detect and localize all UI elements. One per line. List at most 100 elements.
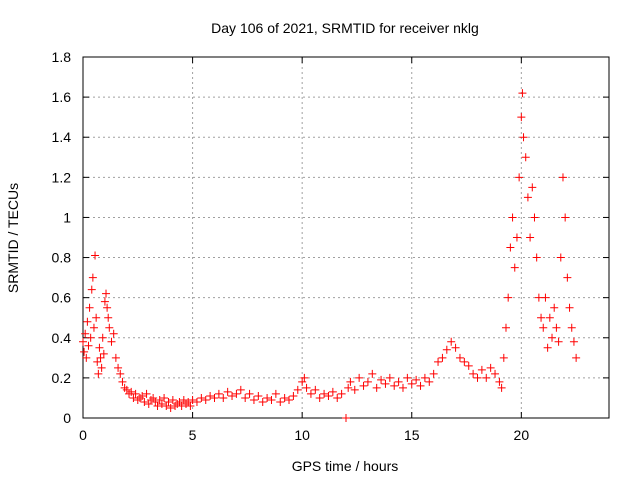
y-tick-label: 1.8 <box>52 49 72 65</box>
data-point <box>460 357 469 366</box>
data-point <box>285 395 294 404</box>
data-points <box>79 89 581 422</box>
data-point <box>403 373 412 382</box>
data-point <box>363 377 372 386</box>
data-point <box>173 399 182 408</box>
data-point <box>394 377 403 386</box>
data-point <box>104 313 113 322</box>
data-point <box>416 381 425 390</box>
data-point <box>93 357 102 366</box>
data-point <box>495 377 504 386</box>
data-point <box>96 353 105 362</box>
data-point <box>385 373 394 382</box>
data-point <box>142 389 151 398</box>
data-point <box>311 385 320 394</box>
data-point <box>105 323 114 332</box>
y-tick-label: 1 <box>63 209 71 225</box>
data-point <box>109 329 118 338</box>
data-point <box>515 173 524 182</box>
data-point <box>111 353 120 362</box>
data-point <box>355 373 364 382</box>
data-point <box>552 323 561 332</box>
data-point <box>271 389 280 398</box>
data-point <box>254 391 263 400</box>
data-point <box>122 385 131 394</box>
data-point <box>263 393 272 402</box>
data-point <box>157 399 166 408</box>
data-point <box>267 395 276 404</box>
data-point <box>482 373 491 382</box>
y-tick-label: 1.4 <box>52 129 72 145</box>
data-point <box>447 337 456 346</box>
x-tick-label: 5 <box>189 427 197 443</box>
y-tick-label: 0.4 <box>52 330 72 346</box>
data-point <box>138 391 147 400</box>
chart-title: Day 106 of 2021, SRMTID for receiver nkl… <box>211 20 479 36</box>
data-point <box>175 397 184 406</box>
data-point <box>86 333 95 342</box>
x-tick-labels: 0 5 10 15 20 <box>79 427 529 443</box>
x-tick-label: 10 <box>294 427 310 443</box>
data-point <box>118 377 127 386</box>
data-point <box>473 373 482 382</box>
data-point <box>344 383 353 392</box>
data-point <box>464 361 473 370</box>
data-point <box>368 369 377 378</box>
y-tick-label: 0.2 <box>52 370 72 386</box>
data-point <box>89 323 98 332</box>
data-point <box>407 379 416 388</box>
data-point <box>420 373 429 382</box>
data-point <box>88 273 97 282</box>
data-point <box>133 395 142 404</box>
data-point <box>567 323 576 332</box>
data-point <box>100 297 109 306</box>
y-tick-labels: 0 0.2 0.4 0.6 0.8 1 1.2 1.4 1.6 1.8 <box>52 49 72 426</box>
data-point <box>228 391 237 400</box>
data-point <box>144 399 153 408</box>
data-point <box>177 401 186 410</box>
data-point <box>298 377 307 386</box>
data-point <box>258 397 267 406</box>
data-point <box>469 369 478 378</box>
data-point <box>517 113 526 122</box>
data-point <box>245 389 254 398</box>
data-point <box>94 369 103 378</box>
data-point <box>184 397 193 406</box>
data-point <box>249 395 258 404</box>
data-point <box>501 323 510 332</box>
y-tick-label: 0 <box>63 410 71 426</box>
data-point <box>508 213 517 222</box>
data-point <box>80 347 89 356</box>
data-point <box>168 395 177 404</box>
data-point <box>359 381 368 390</box>
data-point <box>92 313 101 322</box>
x-tick-label: 0 <box>79 427 87 443</box>
data-point <box>300 373 309 382</box>
data-point <box>201 395 210 404</box>
data-point <box>182 399 191 408</box>
data-point <box>545 313 554 322</box>
data-point <box>116 369 125 378</box>
data-point <box>530 213 539 222</box>
data-point <box>186 401 195 410</box>
data-point <box>293 385 302 394</box>
data-point <box>131 389 140 398</box>
data-point <box>554 337 563 346</box>
data-point <box>390 381 399 390</box>
data-point <box>512 233 521 242</box>
data-point <box>510 263 519 272</box>
data-point <box>346 377 355 386</box>
data-point <box>289 391 298 400</box>
x-tick-label: 20 <box>514 427 530 443</box>
data-point <box>81 329 90 338</box>
data-point <box>565 303 574 312</box>
data-point <box>306 389 315 398</box>
data-point <box>140 397 149 406</box>
data-point <box>276 397 285 406</box>
data-point <box>556 253 565 262</box>
y-tick-label: 1.2 <box>52 169 72 185</box>
data-point <box>550 303 559 312</box>
data-point <box>381 379 390 388</box>
data-point <box>149 393 158 402</box>
